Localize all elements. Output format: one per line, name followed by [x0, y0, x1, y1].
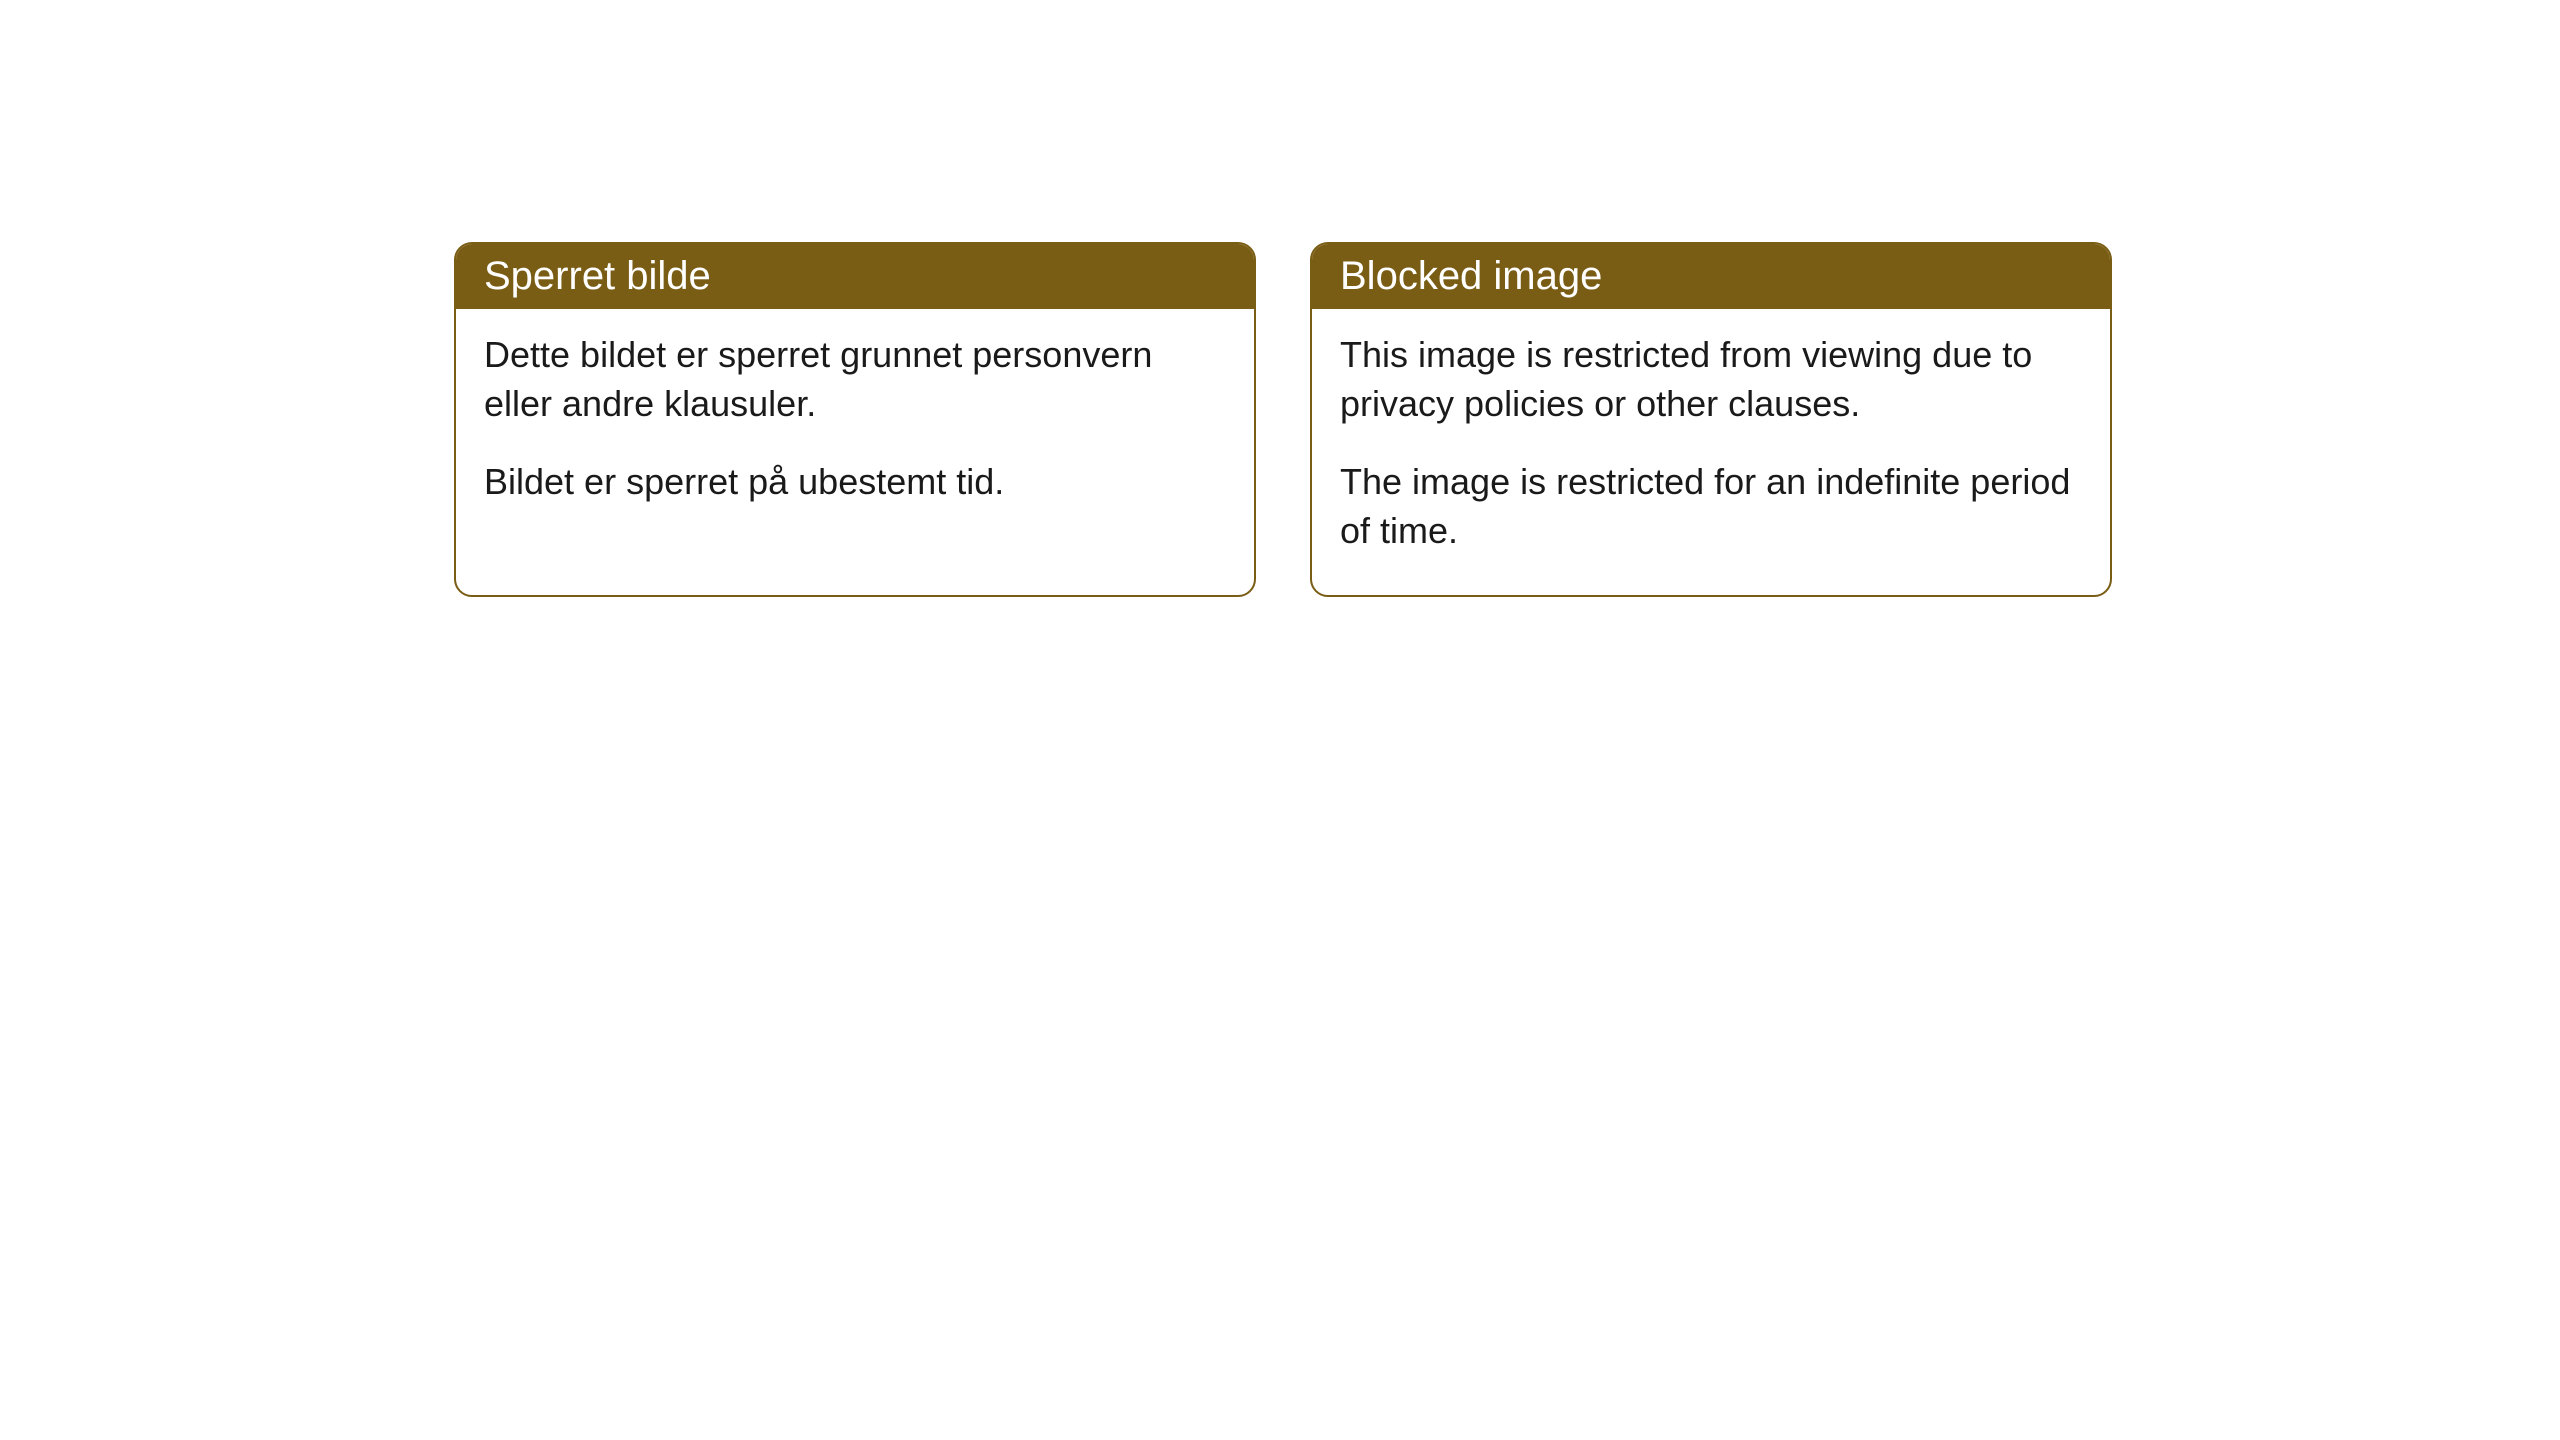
card-paragraph: Dette bildet er sperret grunnet personve… — [484, 331, 1226, 428]
card-title: Blocked image — [1340, 254, 1602, 298]
card-paragraph: This image is restricted from viewing du… — [1340, 331, 2082, 428]
notice-container: Sperret bilde Dette bildet er sperret gr… — [454, 242, 2112, 597]
card-title: Sperret bilde — [484, 254, 711, 298]
card-header: Blocked image — [1312, 244, 2110, 309]
card-paragraph: The image is restricted for an indefinit… — [1340, 458, 2082, 555]
card-body: This image is restricted from viewing du… — [1312, 309, 2110, 595]
card-paragraph: Bildet er sperret på ubestemt tid. — [484, 458, 1226, 507]
notice-card-norwegian: Sperret bilde Dette bildet er sperret gr… — [454, 242, 1256, 597]
card-body: Dette bildet er sperret grunnet personve… — [456, 309, 1254, 547]
card-header: Sperret bilde — [456, 244, 1254, 309]
notice-card-english: Blocked image This image is restricted f… — [1310, 242, 2112, 597]
